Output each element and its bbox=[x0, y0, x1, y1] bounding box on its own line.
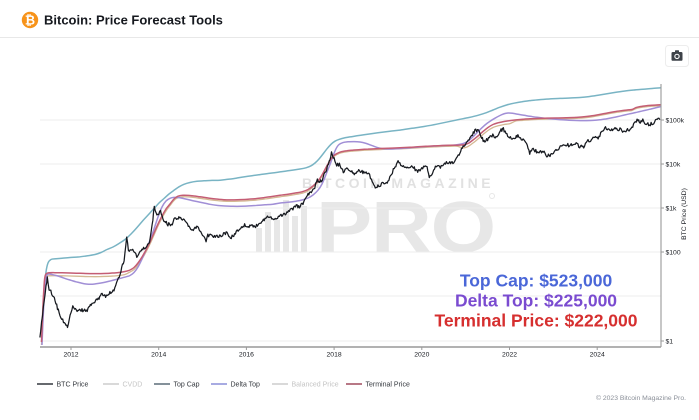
svg-text:Balanced Price: Balanced Price bbox=[292, 382, 339, 389]
svg-text:2022: 2022 bbox=[502, 352, 517, 359]
svg-text:$1: $1 bbox=[666, 339, 674, 346]
svg-text:CVDD: CVDD bbox=[123, 382, 143, 389]
svg-text:2014: 2014 bbox=[151, 352, 166, 359]
svg-text:₿: ₿ bbox=[25, 14, 35, 28]
svg-text:2018: 2018 bbox=[327, 352, 342, 359]
svg-text:$100k: $100k bbox=[666, 118, 685, 125]
svg-text:Terminal Price: Terminal Price bbox=[366, 382, 410, 389]
svg-text:Delta Top: $225,000: Delta Top: $225,000 bbox=[455, 290, 617, 310]
svg-text:2024: 2024 bbox=[590, 352, 605, 359]
svg-text:Top Cap: $523,000: Top Cap: $523,000 bbox=[460, 270, 613, 290]
svg-text:Delta Top: Delta Top bbox=[231, 382, 261, 389]
svg-text:BTC Price: BTC Price bbox=[57, 382, 89, 389]
svg-text:$10k: $10k bbox=[666, 162, 681, 169]
svg-text:2020: 2020 bbox=[414, 352, 429, 359]
svg-text:Top Cap: Top Cap bbox=[174, 382, 200, 389]
svg-text:© 2023 Bitcoin Magazine Pro.: © 2023 Bitcoin Magazine Pro. bbox=[596, 394, 686, 402]
svg-text:PRO: PRO bbox=[316, 187, 495, 268]
svg-text:BITCOIN MAGAZINE: BITCOIN MAGAZINE bbox=[302, 175, 494, 191]
svg-text:BTC Price (USD): BTC Price (USD) bbox=[681, 188, 688, 240]
svg-text:Terminal Price: $222,000: Terminal Price: $222,000 bbox=[435, 310, 638, 330]
svg-text:Bitcoin: Price Forecast Tools: Bitcoin: Price Forecast Tools bbox=[44, 13, 223, 28]
svg-text:2012: 2012 bbox=[63, 352, 78, 359]
svg-text:2016: 2016 bbox=[239, 352, 254, 359]
svg-text:$100: $100 bbox=[666, 250, 681, 257]
svg-text:$1k: $1k bbox=[666, 206, 678, 213]
